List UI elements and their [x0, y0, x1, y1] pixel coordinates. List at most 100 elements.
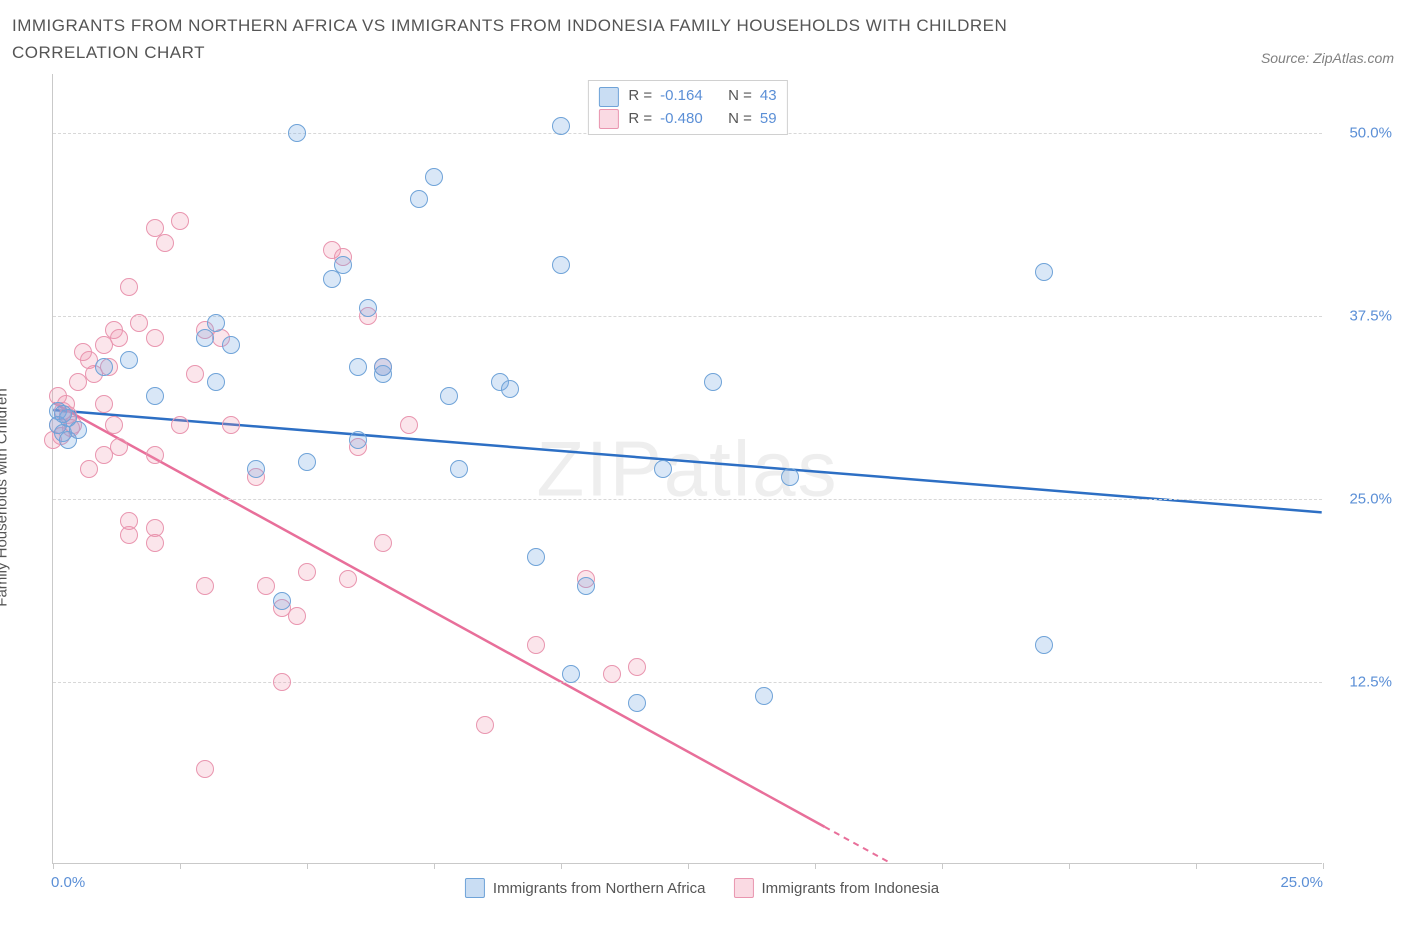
x-tick	[815, 863, 816, 869]
legend-item: Immigrants from Northern Africa	[465, 878, 706, 898]
data-point	[755, 687, 773, 705]
x-tick	[561, 863, 562, 869]
data-point	[171, 416, 189, 434]
x-tick	[53, 863, 54, 869]
x-tick	[307, 863, 308, 869]
data-point	[110, 438, 128, 456]
x-tick	[942, 863, 943, 869]
data-point	[105, 416, 123, 434]
data-point	[273, 592, 291, 610]
data-point	[339, 570, 357, 588]
data-point	[654, 460, 672, 478]
data-point	[95, 395, 113, 413]
data-point	[334, 256, 352, 274]
data-point	[196, 760, 214, 778]
data-point	[425, 168, 443, 186]
legend-series: Immigrants from Northern Africa Immigran…	[465, 878, 939, 898]
data-point	[603, 665, 621, 683]
legend-n-label: N =	[728, 108, 752, 131]
grid-line	[53, 316, 1322, 317]
chart-container: Family Households with Children ZIPatlas…	[12, 74, 1392, 904]
data-point	[273, 673, 291, 691]
y-tick-labels: 12.5%25.0%37.5%50.0%	[1322, 74, 1392, 864]
legend-swatch-icon	[733, 878, 753, 898]
data-point	[349, 431, 367, 449]
x-tick	[434, 863, 435, 869]
data-point	[120, 351, 138, 369]
data-point	[146, 387, 164, 405]
data-point	[222, 416, 240, 434]
legend-r-value: -0.480	[660, 108, 720, 131]
y-tick-label: 37.5%	[1349, 307, 1392, 324]
data-point	[527, 636, 545, 654]
data-point	[1035, 636, 1053, 654]
data-point	[298, 563, 316, 581]
legend-row: R = -0.480 N = 59	[598, 108, 776, 131]
data-point	[450, 460, 468, 478]
data-point	[552, 256, 570, 274]
data-point	[577, 577, 595, 595]
data-point	[552, 117, 570, 135]
legend-correlation: R = -0.164 N = 43 R = -0.480 N = 59	[587, 80, 787, 135]
legend-r-label: R =	[628, 108, 652, 131]
grid-line	[53, 499, 1322, 500]
data-point	[196, 577, 214, 595]
data-point	[146, 519, 164, 537]
legend-swatch-icon	[465, 878, 485, 898]
data-point	[628, 658, 646, 676]
data-point	[69, 421, 87, 439]
data-point	[374, 534, 392, 552]
chart-title: IMMIGRANTS FROM NORTHERN AFRICA VS IMMIG…	[12, 12, 1112, 66]
data-point	[54, 405, 72, 423]
data-point	[207, 373, 225, 391]
data-point	[146, 329, 164, 347]
legend-series-label: Immigrants from Indonesia	[761, 880, 939, 897]
legend-item: Immigrants from Indonesia	[733, 878, 939, 898]
y-tick-label: 25.0%	[1349, 490, 1392, 507]
legend-row: R = -0.164 N = 43	[598, 85, 776, 108]
data-point	[476, 716, 494, 734]
data-point	[704, 373, 722, 391]
data-point	[562, 665, 580, 683]
data-point	[288, 124, 306, 142]
data-point	[410, 190, 428, 208]
data-point	[781, 468, 799, 486]
trend-lines	[53, 74, 1322, 863]
data-point	[1035, 263, 1053, 281]
legend-series-label: Immigrants from Northern Africa	[493, 880, 706, 897]
data-point	[359, 299, 377, 317]
chart-header: IMMIGRANTS FROM NORTHERN AFRICA VS IMMIG…	[12, 12, 1394, 66]
data-point	[120, 512, 138, 530]
data-point	[110, 329, 128, 347]
data-point	[146, 446, 164, 464]
data-point	[374, 358, 392, 376]
data-point	[156, 234, 174, 252]
data-point	[130, 314, 148, 332]
x-tick	[688, 863, 689, 869]
x-tick-label: 0.0%	[51, 874, 85, 891]
data-point	[120, 278, 138, 296]
data-point	[628, 694, 646, 712]
grid-line	[53, 682, 1322, 683]
data-point	[440, 387, 458, 405]
data-point	[171, 212, 189, 230]
legend-n-label: N =	[728, 85, 752, 108]
data-point	[222, 336, 240, 354]
data-point	[400, 416, 418, 434]
chart-source: Source: ZipAtlas.com	[1261, 50, 1394, 66]
data-point	[74, 343, 92, 361]
data-point	[247, 460, 265, 478]
legend-n-value: 43	[760, 85, 777, 108]
x-tick-label: 25.0%	[1280, 874, 1323, 891]
data-point	[527, 548, 545, 566]
data-point	[80, 460, 98, 478]
legend-r-value: -0.164	[660, 85, 720, 108]
legend-n-value: 59	[760, 108, 777, 131]
data-point	[298, 453, 316, 471]
legend-swatch-icon	[598, 109, 618, 129]
data-point	[95, 358, 113, 376]
x-tick	[1196, 863, 1197, 869]
x-tick	[1069, 863, 1070, 869]
legend-swatch-icon	[598, 87, 618, 107]
y-tick-label: 12.5%	[1349, 673, 1392, 690]
